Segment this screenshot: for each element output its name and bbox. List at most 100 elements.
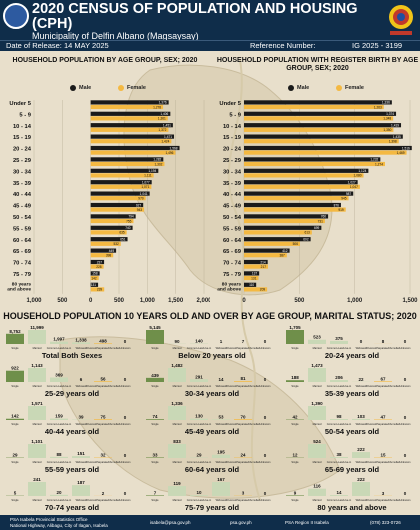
female-value-label: 919 [338, 208, 344, 212]
male-value-label: 1,282 [153, 158, 161, 162]
status-label: Divorced/Separated/Annulled [86, 346, 120, 350]
marital-panel: 74 Single 1,336 Married 130 Common-Law/Live-i… [145, 400, 279, 444]
status-label: Unknown [120, 384, 131, 388]
female-bar [90, 139, 172, 144]
status-bar [330, 380, 348, 382]
marital-bars: 188 Single 1,473 Married 206 Common-Law/Live-… [286, 363, 411, 388]
status-value: 1,338 [75, 337, 87, 342]
chart2-title: HOUSEHOLD POPULATION WITH REGISTER BIRTH… [216, 57, 419, 72]
female-value-label: 1,496 [165, 151, 173, 155]
status-value: 0 [404, 415, 407, 420]
category-label: 30 - 34 [13, 169, 32, 175]
category-label: 70 - 74 [13, 261, 32, 267]
status-label: Unknown [260, 346, 271, 350]
status-label: Unknown [120, 346, 131, 350]
category-label: 10 - 14 [223, 124, 242, 130]
male-value-label: 651 [120, 238, 126, 242]
male-bar [244, 271, 260, 276]
status-label: Common-Law/Live-in [47, 422, 72, 426]
legend-male-2: Male [288, 85, 309, 91]
status-value: 439 [151, 373, 159, 378]
status-label: Single [291, 460, 299, 464]
status-bar [330, 456, 348, 458]
status-bar [212, 482, 230, 496]
status-bar [146, 419, 164, 420]
male-bar [244, 134, 403, 139]
status-value: 0 [404, 453, 407, 458]
status-bar [146, 330, 164, 344]
status-bar [330, 495, 348, 496]
female-value-label: 1,274 [375, 162, 383, 166]
panel-title: Below 20 years old [178, 351, 246, 360]
category-label: and above [7, 286, 31, 292]
x-tick-label: 1,000 [347, 298, 363, 304]
male-value-label: 158 [92, 272, 98, 276]
footer-email[interactable]: isabela@psa.gov.ph [150, 520, 191, 525]
marital-bars: 8,752 Single 11,999 Married 1,997 Common-Law/… [6, 325, 131, 350]
marital-panel: 33 Single 833 Married 29 Common-Law/Live-in 19… [145, 438, 279, 482]
status-label: Common-Law/Live-in [187, 346, 212, 350]
status-bar [72, 485, 90, 496]
status-label: Divorced/Separated/Annulled [366, 460, 400, 464]
marital-bars: 42 Single 1,390 Married 98 Common-Law/Live-in… [286, 401, 411, 426]
category-label: 55 - 59 [13, 226, 32, 232]
status-label: Married [173, 460, 182, 464]
male-value-label: 1,124 [358, 169, 366, 173]
status-value: 0 [264, 491, 267, 496]
male-value-label: 1,435 [393, 135, 401, 139]
status-label: Unknown [120, 422, 131, 426]
x-tick-label: 2,000 [196, 298, 210, 304]
status-value: 0 [124, 453, 127, 458]
female-value-label: 239 [97, 288, 103, 292]
category-label: 5 - 9 [229, 112, 241, 118]
status-value: 291 [195, 374, 203, 379]
status-value: 187 [77, 480, 85, 485]
female-bar [244, 150, 407, 155]
status-label: Single [11, 384, 19, 388]
female-value-label: 217 [261, 265, 267, 269]
footer-facebook[interactable]: PSA Region II Isabela [285, 520, 329, 525]
male-bar [90, 225, 133, 230]
category-label: 70 - 74 [223, 261, 242, 267]
status-label: Divorced/Separated/Annulled [366, 384, 400, 388]
female-value-label: 1,278 [153, 105, 161, 109]
status-label: Married [313, 384, 322, 388]
status-label: Divorced/Separated/Annulled [366, 498, 400, 502]
status-value: 11,999 [30, 325, 44, 330]
status-bar [50, 456, 68, 458]
status-bar [212, 454, 230, 458]
female-value-label: 1,302 [154, 162, 162, 166]
female-value-label: 1,047 [350, 185, 358, 189]
female-bar [244, 139, 399, 144]
status-label: Widowed [76, 422, 87, 426]
female-bar [90, 196, 146, 201]
marital-panel: 439 Single 1,482 Married 291 Common-Law/Live-… [145, 362, 279, 406]
footer-web[interactable]: psa.gov.ph [230, 520, 252, 525]
status-value: 70 [240, 414, 246, 419]
male-value-label: 1,027 [348, 181, 356, 185]
status-bar [6, 370, 24, 382]
status-bar [6, 418, 24, 420]
status-value: 14 [336, 490, 342, 495]
status-label: Divorced/Separated/Annulled [226, 498, 260, 502]
status-value: 524 [313, 439, 321, 444]
status-label: Common-Law/Live-in [327, 498, 352, 502]
female-value-label: 1,071 [141, 185, 149, 189]
female-bar [90, 184, 152, 189]
status-value: 140 [195, 339, 203, 344]
status-value: 5 [14, 491, 17, 496]
status-value: 42 [292, 415, 298, 420]
status-label: Married [313, 346, 322, 350]
category-label: 40 - 44 [13, 192, 32, 198]
release-bar: Date of Release: 14 MAY 2025 Reference N… [0, 40, 420, 51]
female-value-label: 532 [113, 242, 119, 246]
status-bar [190, 495, 208, 496]
female-value-label: 228 [96, 265, 102, 269]
status-value: 53 [218, 414, 224, 419]
status-value: 159 [55, 414, 63, 419]
status-bar [190, 379, 208, 382]
legend-female-2: Female [336, 85, 364, 91]
status-value: 88 [56, 452, 62, 457]
status-label: Widowed [216, 384, 227, 388]
